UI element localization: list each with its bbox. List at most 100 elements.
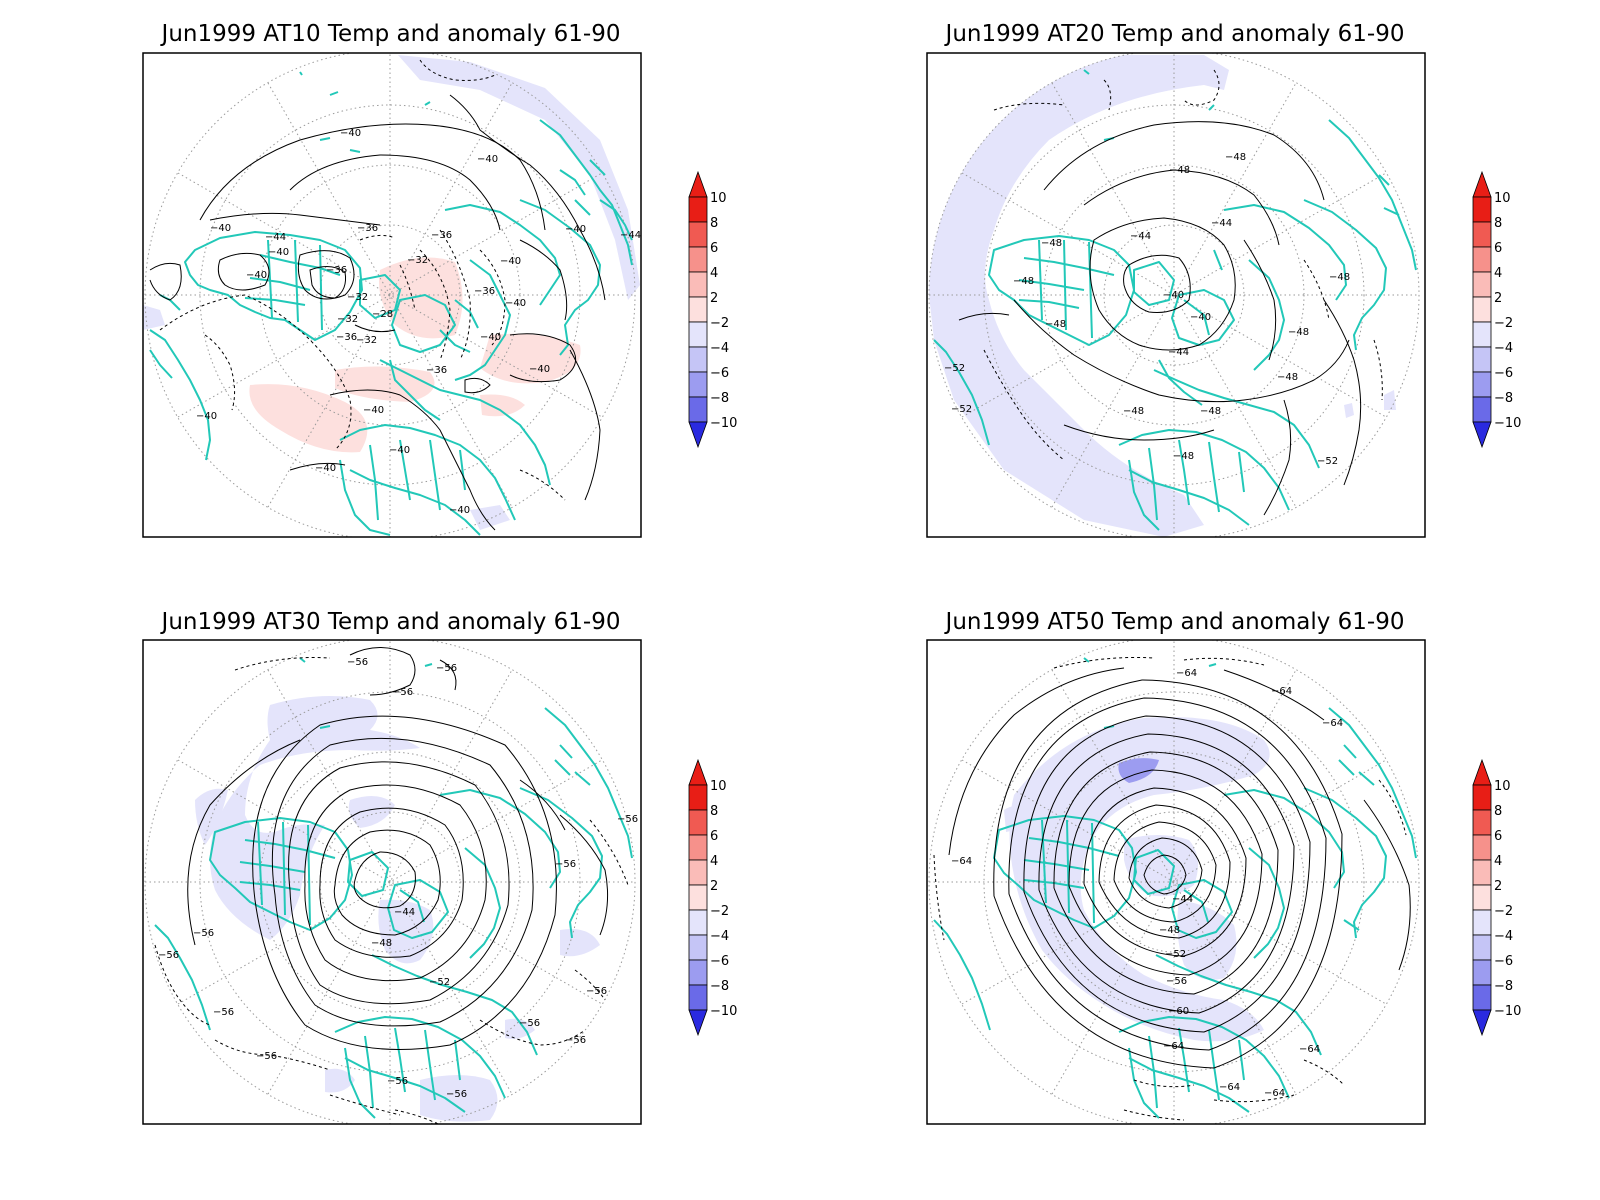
contour-label: −56 [446,1089,467,1100]
colorbar-tick-label: −2 [710,904,729,919]
colorbar: 10 8 6 4 2 −2 −4 −6 −8 −10 [688,170,737,449]
contour-labels: −56 −56 −56 −56 −56 −44 −48 −52 −56 −56 … [158,657,638,1100]
contour-label: −48 [1173,451,1194,462]
contour-label: −48 [1225,152,1246,163]
contour-label: −40 [210,223,231,234]
map-area: −64 −64 −64 −64 −44 −48 −52 −56 −60 −64 … [928,640,1420,1124]
contour-label: −40 [268,247,289,258]
contour-label: −56 [565,1035,586,1046]
contour-label: −48 [371,938,392,949]
contour-label: −56 [392,687,413,698]
contour-label: −36 [326,265,347,276]
contour-label: −44 [1168,347,1189,358]
contour-label: −56 [436,663,457,674]
colorbar-tick-label: 4 [1494,854,1502,869]
contour-label: −48 [1288,327,1309,338]
coastlines [933,69,1417,531]
contour-label: −48 [1329,272,1350,283]
contour-label: −48 [1169,165,1190,176]
contour-label: −56 [387,1076,408,1087]
contour-label: −48 [1159,925,1180,936]
map-panel-at30: Jun1999 AT30 Temp and anomaly 61-90 [0,600,780,1190]
contour-label: −36 [431,230,452,241]
colorbar-tick-label: −6 [1494,954,1513,969]
colorbar: 10 8 6 4 2 −2 −4 −6 −8 −10 [1472,170,1521,449]
graticule [928,53,1420,537]
contour-label: −40 [480,332,501,343]
colorbar-tick-label: 8 [710,804,718,819]
contour-label: −28 [372,309,393,320]
colorbar-tick-label: −10 [1494,1004,1521,1019]
contour-label: −52 [429,977,450,988]
dashed-contours [983,69,1383,461]
contour-label: −40 [196,411,217,422]
contour-label: −64 [1264,1088,1285,1099]
contour-label: −36 [357,223,378,234]
contour-label: −48 [1013,276,1034,287]
colorbar-tick-label: −2 [1494,316,1513,331]
contour-label: −64 [951,856,972,867]
colorbar-tick-label: −8 [1494,979,1513,994]
temperature-contours [948,667,1411,1069]
contour-label: −56 [519,1018,540,1029]
contour-label: −64 [1271,686,1292,697]
colorbar-tick-label: 6 [710,241,718,256]
map-frame [926,52,1426,538]
contour-label: −40 [315,463,336,474]
contour-label: −56 [586,986,607,997]
contour-label: −52 [951,404,972,415]
panel-title: Jun1999 AT10 Temp and anomaly 61-90 [160,21,621,47]
contour-label: −48 [1045,319,1066,330]
temperature-contours [958,121,1362,516]
colorbar-tick-label: −6 [710,366,729,381]
map-frame [142,52,642,538]
contour-label: −64 [1322,718,1343,729]
contour-label: −44 [1211,218,1232,229]
contour-label: −44 [265,232,286,243]
contour-labels: −48 −48 −44 −44 −48 −48 −48 −40 −40 −44 … [944,152,1350,467]
contour-label: −36 [474,286,495,297]
contour-label: −40 [363,405,384,416]
colorbar-tick-label: 10 [1494,191,1511,206]
anomaly-shading [1004,716,1270,1042]
colorbar-tick-label: 10 [710,779,727,794]
contour-labels: −40 −40 −40 −44 −40 −40 −36 −36 −36 −32 … [196,128,641,516]
map-panel-at50: Jun1999 AT50 Temp and anomaly 61-90 [784,600,1564,1190]
contour-label: −44 [394,907,415,918]
colorbar-tick-label: 2 [710,879,718,894]
colorbar-tick-label: 8 [1494,216,1502,231]
panel-title: Jun1999 AT50 Temp and anomaly 61-90 [944,609,1405,635]
contour-label: −36 [336,332,357,343]
contour-label: −56 [555,859,576,870]
colorbar-tick-label: −8 [710,391,729,406]
contour-label: −64 [1299,1044,1320,1055]
contour-label: −56 [193,928,214,939]
colorbar-tick-label: −4 [1494,929,1513,944]
colorbar-tick-label: −6 [1494,366,1513,381]
colorbar-tick-label: −8 [1494,391,1513,406]
colorbar-tick-label: 4 [710,854,718,869]
colorbar-tick-label: 2 [710,291,718,306]
contour-label: −40 [565,224,586,235]
contour-label: −44 [1172,894,1193,905]
map-frame [926,639,1426,1125]
map-area: −48 −48 −44 −44 −48 −48 −48 −40 −40 −44 … [928,53,1420,537]
coastlines [154,657,633,1119]
contour-label: −52 [1317,456,1338,467]
contour-label: −56 [158,950,179,961]
colorbar-tick-label: 8 [1494,804,1502,819]
contour-label: −56 [347,657,368,668]
coastlines [149,71,633,536]
contour-label: −44 [620,230,641,241]
contour-label: −48 [1277,372,1298,383]
colorbar-tick-label: 10 [1494,779,1511,794]
map-area: −56 −56 −56 −56 −56 −44 −48 −52 −56 −56 … [144,640,638,1124]
contour-label: −32 [356,335,377,346]
map-panel-at10: Jun1999 AT10 Temp and anomaly 61-90 [0,0,780,590]
map-area: −40 −40 −40 −44 −40 −40 −36 −36 −36 −32 … [143,53,641,537]
contour-label: −32 [337,314,358,325]
colorbar: 10 8 6 4 2 −2 −4 −6 −8 −10 [1472,758,1521,1037]
colorbar-tick-label: −4 [710,929,729,944]
dashed-contours [159,59,566,501]
contour-label: −56 [256,1051,277,1062]
